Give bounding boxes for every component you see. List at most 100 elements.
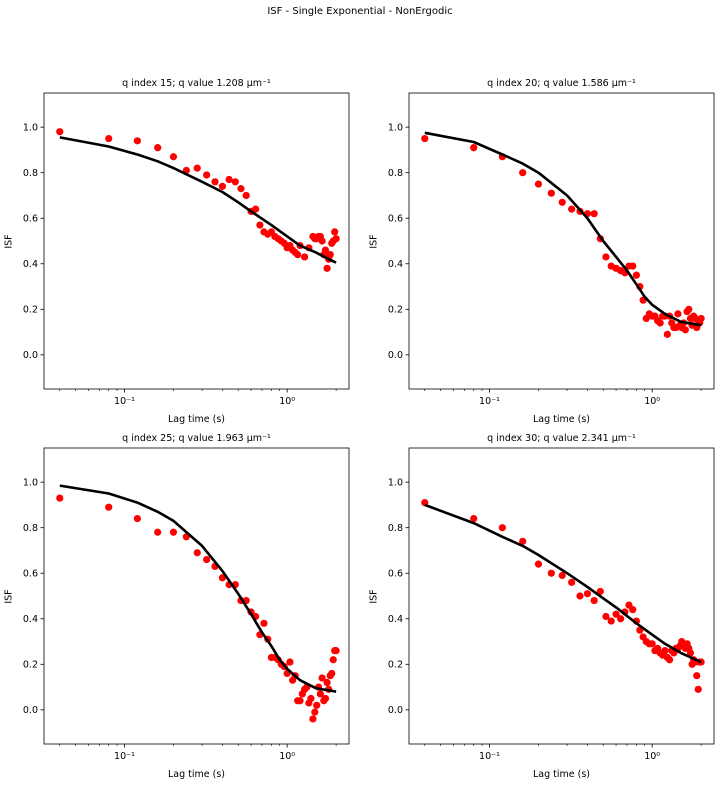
x-axis-label-q20: Lag time (s)	[532, 414, 590, 425]
x-tick-label-q30: 10⁰	[644, 751, 660, 762]
isf-data-point-q25	[169, 528, 178, 536]
isf-data-point-q30	[519, 537, 527, 545]
isf-data-point-q15	[318, 237, 326, 245]
isf-data-point-q15	[218, 182, 227, 190]
panel-title-q20: q index 20; q value 1.586 μm⁻¹	[487, 78, 636, 89]
isf-data-point-q20	[697, 314, 705, 323]
y-tick-label-q30: 0.6	[388, 569, 403, 580]
y-tick-label-q30: 0.0	[388, 705, 403, 716]
isf-data-point-q30	[498, 524, 506, 532]
isf-data-point-q20	[632, 271, 640, 279]
isf-data-point-q15	[300, 253, 309, 261]
isf-data-point-q30	[665, 656, 674, 664]
isf-data-point-q20	[470, 144, 478, 152]
isf-data-point-q30	[558, 571, 566, 580]
isf-data-point-q15	[326, 251, 334, 259]
isf-data-point-q15	[169, 153, 178, 161]
isf-data-point-q25	[296, 697, 304, 705]
isf-data-point-q30	[547, 569, 555, 577]
figure-title: ISF - Single Exponential - NonErgodic	[267, 6, 453, 17]
x-axis-label-q25: Lag time (s)	[167, 769, 225, 780]
isf-data-point-q15	[105, 134, 113, 143]
isf-data-point-q25	[154, 528, 162, 536]
isf-data-point-q25	[105, 503, 113, 511]
y-tick-label-q25: 0.0	[23, 705, 38, 716]
isf-data-point-q20	[558, 198, 566, 206]
isf-data-point-q25	[329, 656, 337, 664]
y-tick-label-q20: 0.8	[388, 168, 403, 179]
y-tick-label-q15: 0.8	[23, 168, 38, 179]
x-tick-label-q25: 10⁰	[279, 751, 295, 762]
isf-data-point-q30	[596, 587, 604, 596]
y-tick-label-q25: 0.2	[23, 660, 38, 671]
isf-data-point-q25	[218, 574, 227, 582]
x-tick-label-q15: 10⁰	[279, 396, 295, 407]
panel-title-q15: q index 15; q value 1.208 μm⁻¹	[122, 78, 271, 89]
isf-data-point-q25	[318, 674, 326, 682]
isf-data-point-q25	[133, 514, 141, 523]
isf-data-point-q15	[321, 246, 330, 254]
isf-data-point-q25	[316, 690, 324, 698]
isf-data-point-q15	[211, 178, 219, 186]
isf-data-point-q30	[607, 617, 615, 625]
isf-data-point-q25	[309, 715, 317, 723]
isf-data-point-q30	[617, 615, 625, 623]
fit-line-q20	[424, 131, 702, 327]
isf-data-point-q30	[576, 592, 584, 600]
isf-data-point-q15	[225, 175, 233, 184]
y-tick-label-q30: 1.0	[388, 477, 403, 488]
y-tick-label-q25: 1.0	[23, 477, 38, 488]
panel-title-q30: q index 30; q value 2.341 μm⁻¹	[487, 433, 636, 444]
isf-data-point-q15	[193, 164, 201, 172]
x-tick-label-q20: 10⁻¹	[479, 396, 500, 407]
isf-data-point-q15	[252, 205, 260, 213]
y-tick-label-q15: 0.2	[23, 305, 38, 316]
isf-data-point-q20	[656, 319, 664, 327]
y-tick-label-q15: 0.4	[23, 259, 38, 270]
x-tick-label-q30: 10⁻¹	[479, 751, 500, 762]
isf-data-point-q30	[602, 612, 610, 621]
isf-data-point-q20	[685, 305, 693, 313]
y-tick-label-q25: 0.4	[23, 614, 38, 625]
isf-data-point-q20	[674, 310, 682, 318]
y-tick-label-q25: 0.8	[23, 523, 38, 534]
isf-data-point-q30	[534, 560, 543, 568]
x-tick-label-q20: 10⁰	[644, 396, 660, 407]
axes-frame-q15	[43, 92, 350, 390]
axes-frame-q25	[43, 447, 350, 745]
y-tick-label-q20: 0.4	[388, 259, 403, 270]
isf-data-point-q30	[470, 514, 478, 523]
panel-title-q25: q index 25; q value 1.963 μm⁻¹	[122, 433, 271, 444]
x-tick-label-q15: 10⁻¹	[114, 396, 135, 407]
isf-data-point-q25	[328, 669, 336, 678]
y-tick-label-q30: 0.2	[388, 660, 403, 671]
isf-data-point-q30	[568, 578, 576, 586]
isf-data-point-q25	[311, 708, 319, 716]
isf-data-point-q20	[568, 205, 576, 213]
isf-data-point-q15	[323, 264, 331, 272]
y-tick-label-q15: 0.6	[23, 214, 38, 225]
isf-data-point-q15	[154, 144, 162, 152]
isf-data-point-q20	[421, 134, 429, 143]
y-tick-label-q20: 0.6	[388, 214, 403, 225]
isf-data-point-q25	[307, 694, 315, 703]
isf-data-point-q15	[133, 137, 141, 145]
isf-data-point-q25	[332, 647, 340, 655]
fit-line-q15	[59, 136, 337, 264]
isf-data-point-q30	[648, 640, 656, 648]
isf-data-point-q25	[193, 549, 201, 557]
isf-data-point-q25	[323, 678, 331, 687]
isf-data-point-q25	[260, 619, 268, 627]
x-tick-label-q25: 10⁻¹	[114, 751, 135, 762]
isf-data-point-q25	[313, 701, 321, 709]
isf-data-point-q25	[286, 658, 294, 666]
isf-data-point-q20	[590, 210, 598, 218]
isf-data-point-q15	[203, 171, 211, 179]
isf-data-point-q15	[56, 128, 64, 136]
isf-data-point-q20	[547, 189, 555, 197]
isf-data-point-q20	[534, 180, 543, 188]
y-tick-label-q20: 0.0	[388, 350, 403, 361]
isf-data-point-q25	[56, 494, 64, 502]
y-tick-label-q25: 0.6	[23, 569, 38, 580]
isf-data-point-q15	[294, 251, 302, 259]
